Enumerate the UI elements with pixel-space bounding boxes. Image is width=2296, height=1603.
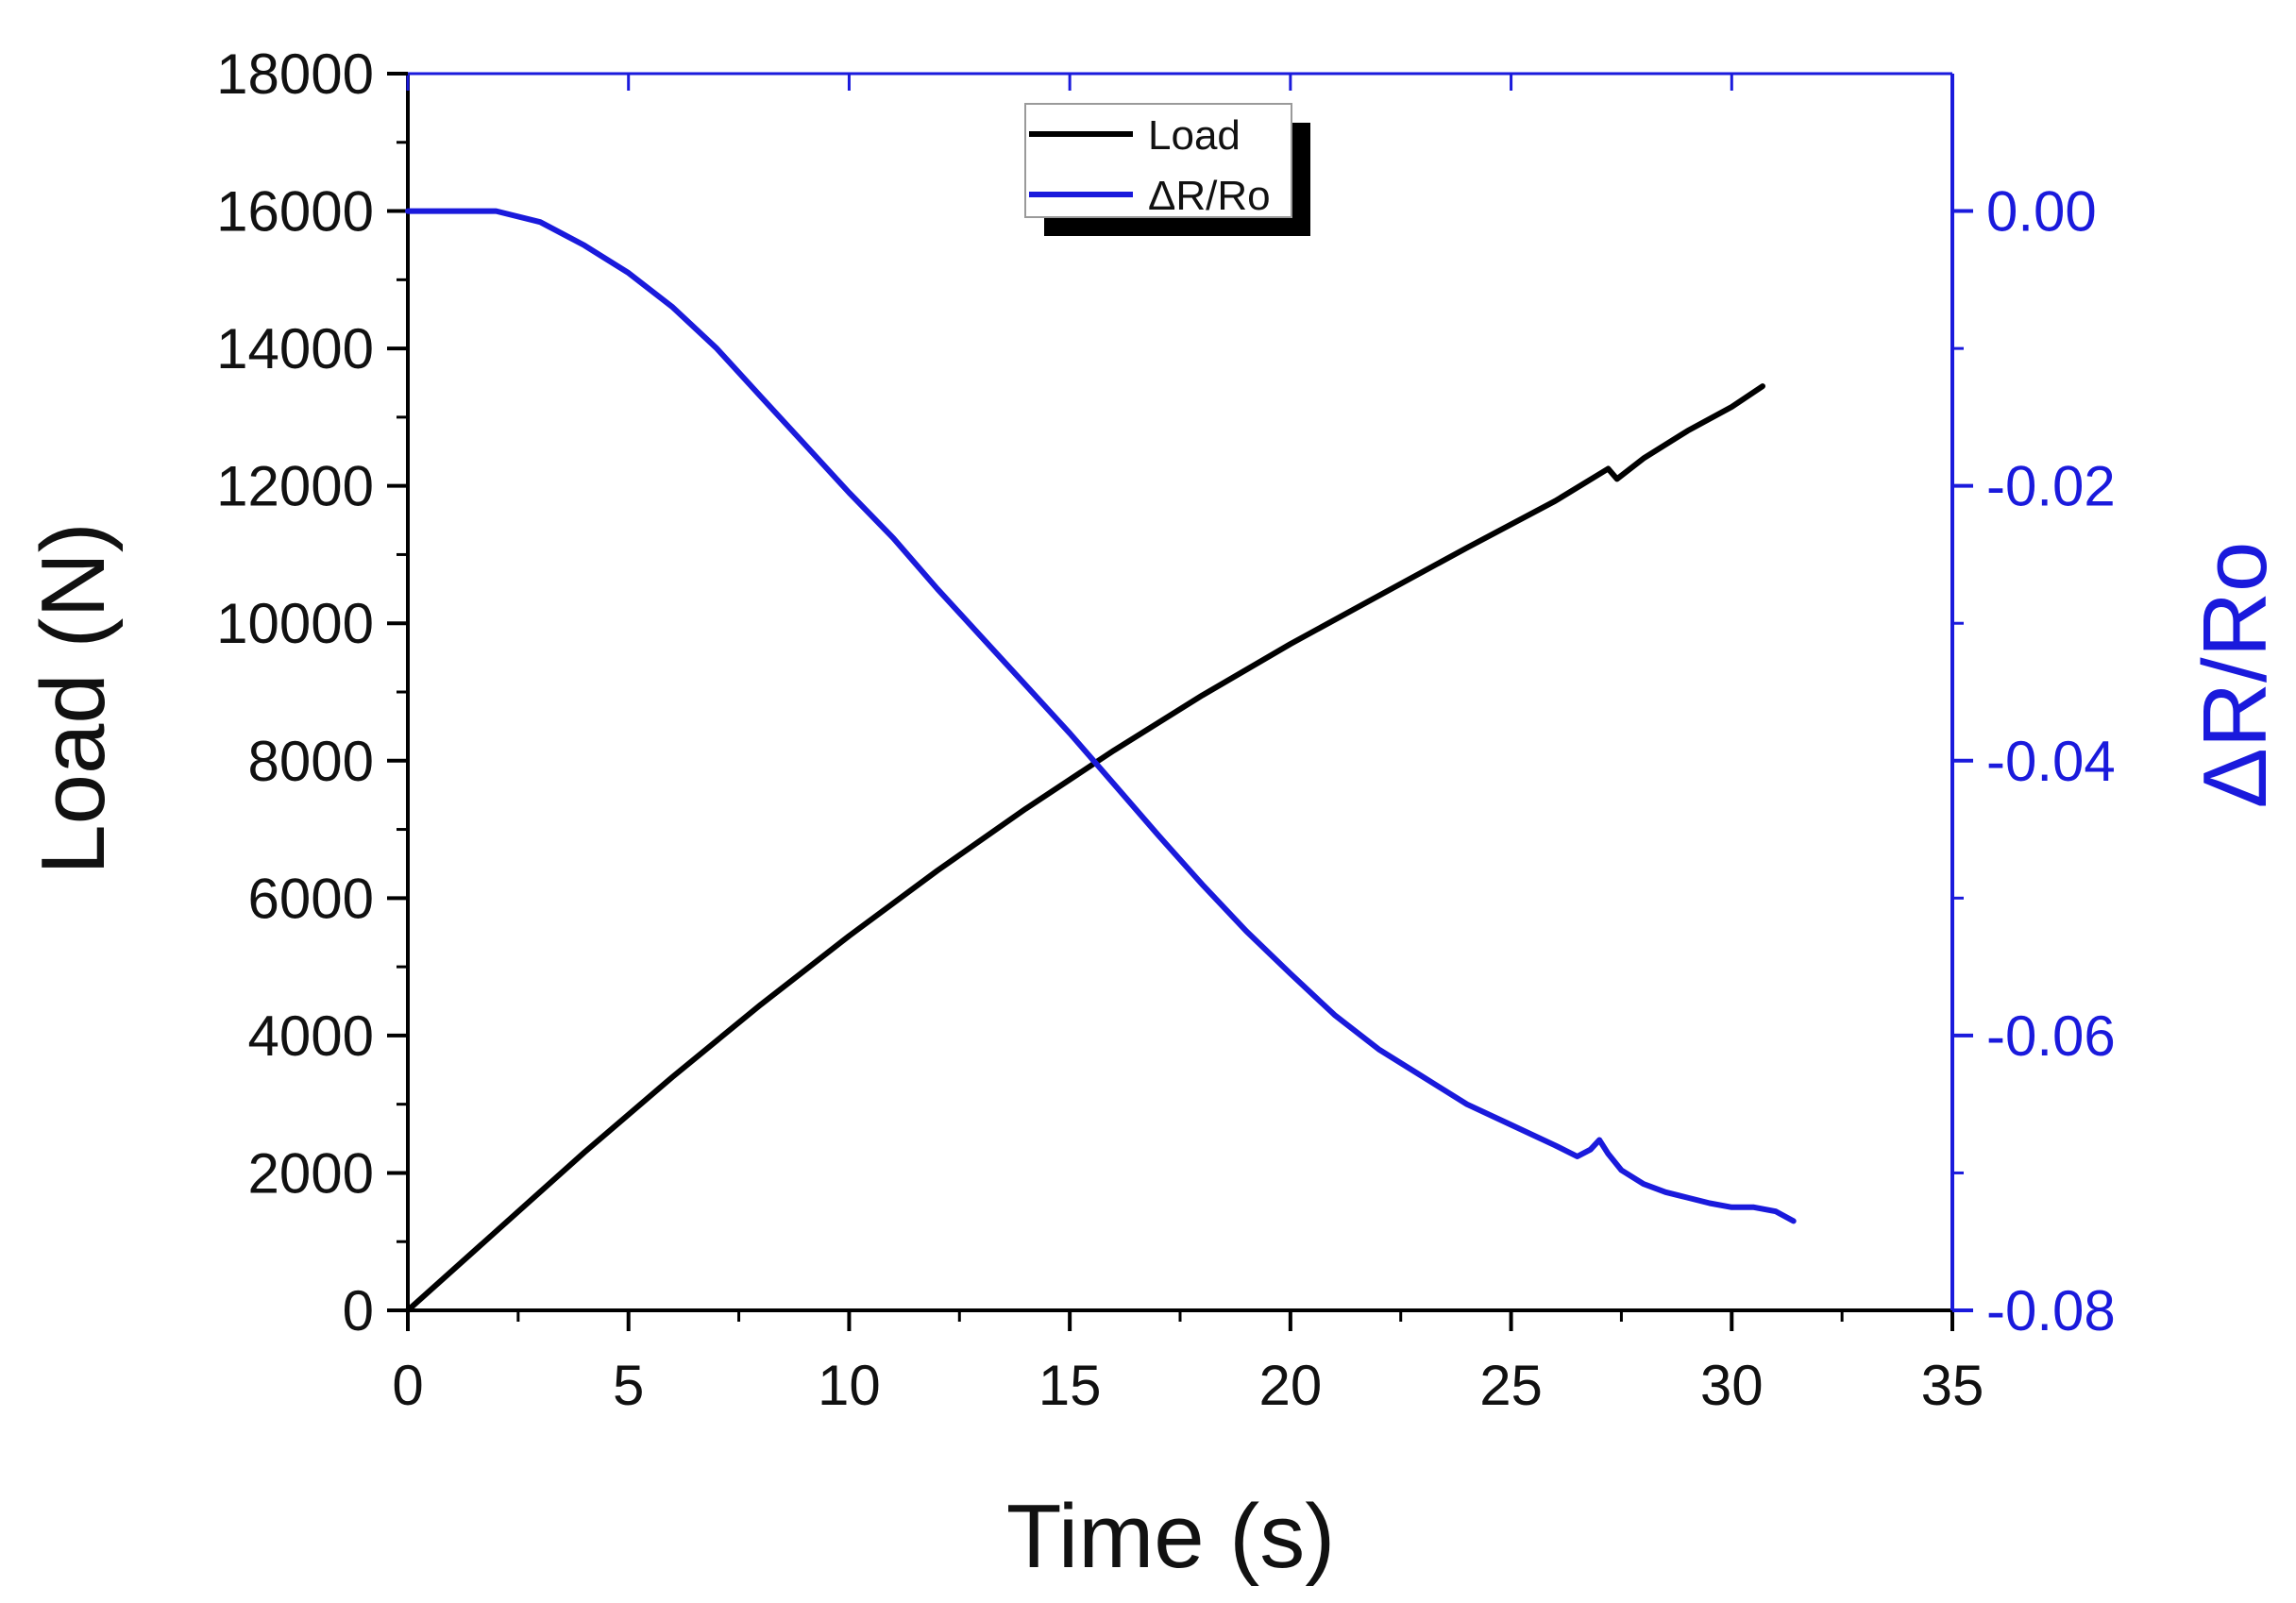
y-axis-title: Load (N) (23, 522, 124, 875)
x-tick-label: 5 (613, 1354, 644, 1417)
y2-tick-label: -0.06 (1986, 1004, 2116, 1068)
x-axis-ticks: 0 5 10 15 20 25 30 35 (392, 74, 1984, 1417)
y2-axis-title: ΔR/Ro (2185, 542, 2286, 809)
legend-label-dr: ΔR/Ro (1148, 173, 1271, 219)
x-tick-label: 0 (392, 1354, 423, 1417)
y2-tick-label: -0.02 (1986, 455, 2116, 518)
y-tick-label: 0 (343, 1279, 374, 1342)
y-tick-label: 14000 (216, 317, 374, 380)
legend-box (1024, 103, 1292, 218)
y-tick-label: 12000 (216, 455, 374, 518)
y-tick-label: 10000 (216, 592, 374, 655)
x-tick-label: 15 (1038, 1354, 1102, 1417)
legend: Load ΔR/Ro (1024, 103, 1310, 236)
x-tick-label: 35 (1921, 1354, 1984, 1417)
x-tick-label: 10 (818, 1354, 881, 1417)
y2-axis-ticks: -0.08 -0.06 -0.04 -0.02 0.00 (1952, 180, 2116, 1342)
y2-tick-label: -0.08 (1986, 1279, 2116, 1342)
plot-frame (406, 72, 1954, 1312)
y-tick-label: 2000 (248, 1141, 374, 1205)
series-line-delta-r-ro (405, 208, 1797, 1224)
y-tick-label: 6000 (248, 867, 374, 930)
y-tick-label: 4000 (248, 1004, 374, 1068)
y2-tick-label: -0.04 (1986, 730, 2116, 793)
x-axis-title: Time (s) (1006, 1486, 1335, 1587)
x-tick-label: 30 (1700, 1354, 1764, 1417)
y-tick-label: 16000 (216, 180, 374, 244)
x-tick-label: 20 (1258, 1354, 1322, 1417)
series-line-load (405, 383, 1765, 1313)
legend-label-load: Load (1148, 112, 1241, 159)
series-layer (405, 208, 1797, 1313)
x-tick-label: 25 (1479, 1354, 1543, 1417)
y-tick-label: 8000 (248, 730, 374, 793)
y-tick-label: 18000 (216, 42, 374, 106)
y2-tick-label: 0.00 (1986, 180, 2097, 244)
y-axis-ticks: 0 2000 4000 6000 8000 10000 12000 14000 16000 180… (216, 42, 408, 1342)
